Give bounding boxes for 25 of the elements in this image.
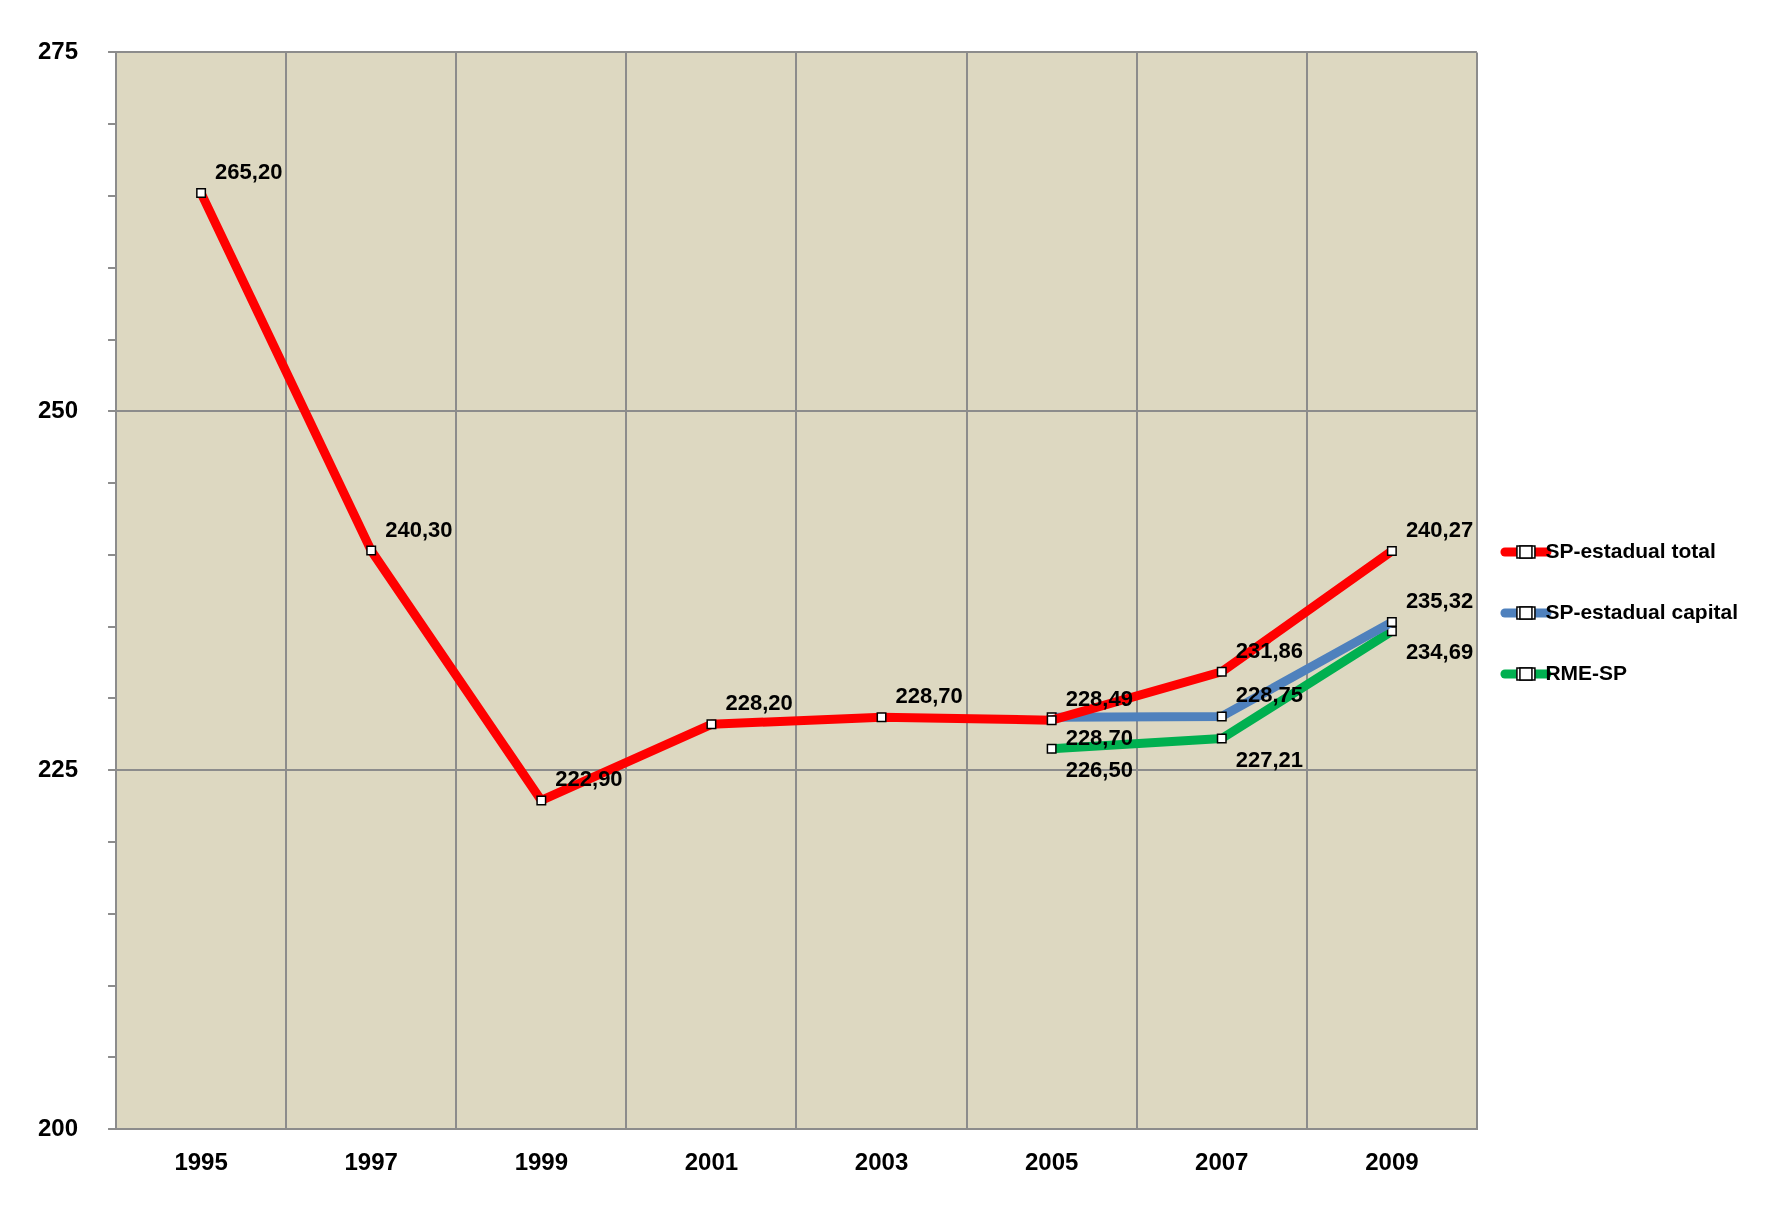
data-label: 228,75 <box>1235 682 1304 708</box>
data-label: 240,30 <box>385 516 453 542</box>
data-label: 240,27 <box>1405 517 1474 543</box>
data-label: 228,20 <box>725 690 793 716</box>
data-label: 234,69 <box>1405 639 1474 665</box>
data-label: 226,50 <box>1065 756 1133 782</box>
x-tick-label: 1997 <box>344 1148 398 1176</box>
y-tick-label: 225 <box>38 754 79 782</box>
legend-label: RME-SP <box>1545 660 1628 684</box>
x-tick-label: 2005 <box>1024 1148 1079 1176</box>
data-label: 227,21 <box>1235 746 1304 772</box>
data-label: 265,20 <box>215 159 283 185</box>
x-tick-label: 2003 <box>854 1148 909 1176</box>
y-tick-label: 275 <box>38 37 79 65</box>
x-tick-label: 2001 <box>684 1148 739 1176</box>
legend-label: SP-estadual total <box>1545 538 1716 562</box>
x-tick-label: 2009 <box>1365 1148 1419 1176</box>
y-tick-label: 200 <box>38 1113 79 1141</box>
data-label: 228,70 <box>895 683 963 709</box>
x-tick-label: 1995 <box>174 1148 228 1176</box>
y-tick-label: 250 <box>38 395 79 423</box>
x-tick-label: 2007 <box>1195 1148 1249 1176</box>
data-label: 235,32 <box>1405 588 1474 614</box>
x-tick-label: 1999 <box>514 1148 569 1176</box>
legend-label: SP-estadual capital <box>1545 599 1739 623</box>
